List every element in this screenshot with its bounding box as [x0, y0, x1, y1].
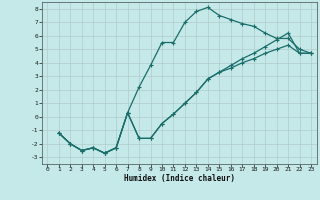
X-axis label: Humidex (Indice chaleur): Humidex (Indice chaleur)	[124, 174, 235, 183]
